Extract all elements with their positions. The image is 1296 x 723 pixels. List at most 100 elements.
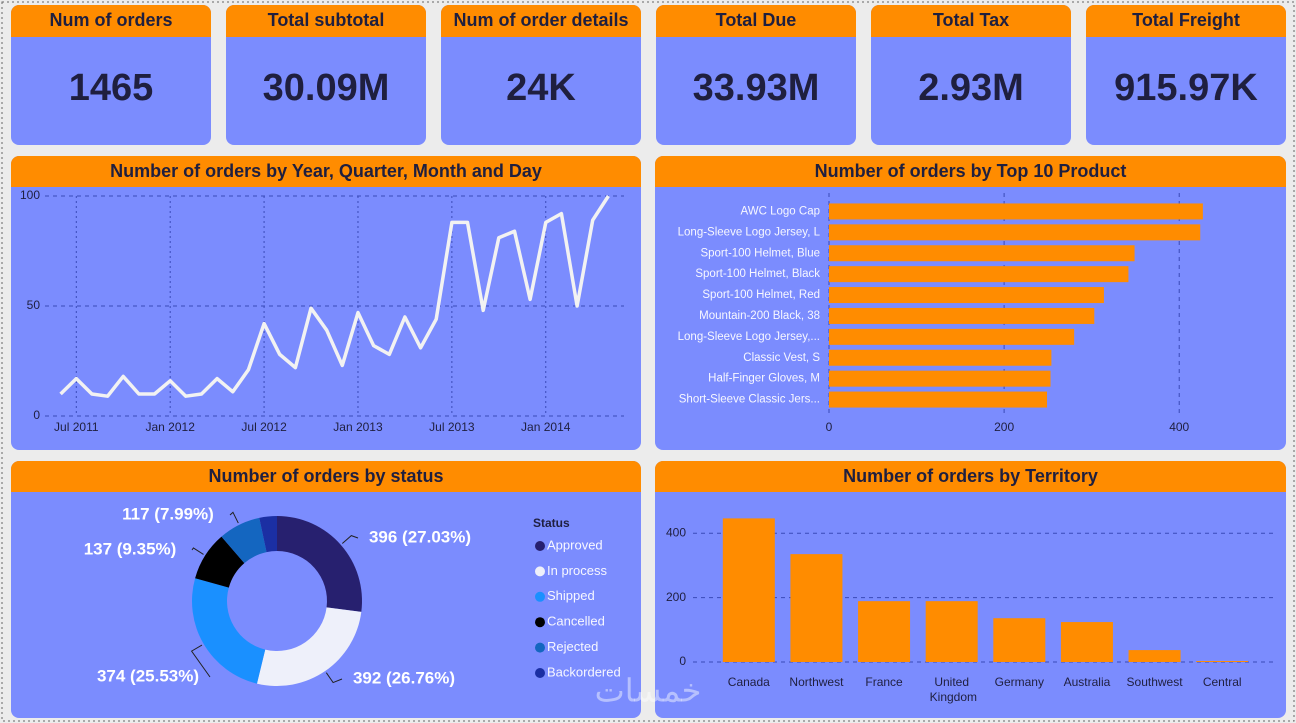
card-value: 915.97K (1114, 67, 1258, 109)
legend-marker (535, 566, 545, 577)
panel (11, 156, 641, 450)
donut-slice (256, 607, 362, 686)
data-label: 137 (9.35%) (84, 539, 177, 558)
x-tick-label: 400 (1169, 420, 1189, 434)
panel-header (441, 5, 641, 45)
bar (829, 391, 1048, 408)
panel-header (11, 5, 211, 45)
x-tick-label: Central (1203, 675, 1242, 689)
x-tick-label: Canada (728, 675, 770, 689)
bar (829, 224, 1201, 241)
x-tick-label: United Kingdom (926, 675, 977, 704)
panel-body-top (441, 37, 641, 45)
bar (829, 203, 1203, 220)
legend-label: Shipped (547, 588, 595, 603)
panel-body-top (655, 187, 1286, 195)
chart-title: Number of orders by Year, Quarter, Month… (110, 161, 542, 181)
y-tick-label: AWC Logo Cap (741, 205, 820, 217)
card-value: 2.93M (918, 67, 1024, 109)
card-value: 1465 (69, 67, 154, 109)
x-tick-label: Germany (995, 675, 1044, 689)
panel-body-top (871, 37, 1071, 45)
panel-header (11, 156, 641, 195)
x-tick-label: Jan 2014 (521, 420, 571, 434)
legend-marker (535, 541, 545, 551)
panel-header (226, 5, 426, 45)
bar (829, 370, 1051, 387)
panel-body-top (655, 492, 1286, 500)
card-value: 24K (506, 67, 576, 109)
y-tick-label: 50 (27, 298, 41, 312)
y-tick-label: Classic Vest, S (743, 352, 820, 364)
x-tick-label: Southwest (1127, 675, 1184, 689)
leader-line (190, 644, 211, 678)
bar (1060, 622, 1113, 662)
panel-header (656, 5, 856, 45)
y-tick-label: 0 (33, 408, 40, 422)
line (59, 195, 610, 398)
card-value: 30.09M (263, 67, 390, 109)
legend-title: Status (533, 516, 570, 530)
card-title: Num of orders (49, 10, 172, 30)
y-tick-label: 200 (666, 590, 686, 604)
panel-body-top (11, 187, 641, 195)
donut-slice (191, 578, 266, 684)
data-label: 117 (7.99%) (122, 504, 214, 523)
y-tick-label: Long-Sleeve Logo Jersey, L (678, 226, 821, 238)
y-tick-label: Sport-100 Helmet, Blue (700, 247, 820, 259)
data-label: 374 (25.53%) (97, 666, 199, 685)
bar (925, 601, 978, 662)
y-tick-label: Short-Sleeve Classic Jers... (679, 394, 820, 406)
bar (1196, 661, 1249, 662)
x-tick-label: Jan 2013 (333, 420, 383, 434)
legend-label: Cancelled (547, 614, 605, 629)
data-label: 392 (26.76%) (353, 668, 455, 687)
donut-slice (259, 516, 277, 553)
card-title: Total subtotal (268, 10, 385, 30)
leader-line (229, 511, 239, 524)
x-tick-label: 200 (994, 420, 1014, 434)
y-tick-label: 400 (666, 525, 686, 539)
legend-label: Backordered (547, 664, 621, 679)
panel-header (11, 461, 641, 500)
data-label: 396 (27.03%) (369, 527, 471, 546)
card-title: Total Tax (933, 10, 1009, 30)
y-tick-label: Long-Sleeve Logo Jersey,... (678, 331, 820, 343)
x-tick-label: Jan 2012 (145, 420, 195, 434)
x-tick-label: Northwest (789, 675, 844, 689)
panel-body-top (1086, 37, 1286, 45)
x-tick-label: Australia (1064, 675, 1111, 689)
x-tick-label: 0 (826, 420, 833, 434)
bar (829, 349, 1052, 366)
donut-slice (221, 517, 267, 564)
y-tick-label: Sport-100 Helmet, Black (695, 268, 820, 280)
bar (858, 601, 911, 662)
bar (829, 245, 1135, 262)
card-value: 33.93M (693, 67, 820, 109)
donut-slice (195, 536, 245, 588)
y-tick-label: Mountain-200 Black, 38 (699, 310, 820, 322)
legend-marker (535, 617, 545, 628)
y-tick-label: 100 (20, 188, 40, 202)
bar (829, 287, 1104, 304)
panel-header (655, 156, 1286, 195)
panel-header (1086, 5, 1286, 45)
x-tick-label: Jul 2013 (429, 420, 475, 434)
bar (829, 307, 1095, 324)
panel-body-top (11, 37, 211, 45)
legend-label: Rejected (547, 639, 598, 654)
bar (993, 618, 1046, 662)
y-tick-label: 0 (679, 654, 686, 668)
bar (1128, 650, 1181, 662)
panel-body-top (11, 492, 641, 500)
x-tick-label: Jul 2011 (54, 420, 99, 434)
panel-body-top (656, 37, 856, 45)
card-title: Total Freight (1132, 10, 1240, 30)
leader-line (325, 672, 343, 684)
bar (829, 328, 1075, 345)
y-tick-label: Half-Finger Gloves, M (708, 373, 820, 385)
leader-line (191, 547, 204, 555)
legend-marker (535, 668, 545, 678)
panel-header (655, 461, 1286, 500)
